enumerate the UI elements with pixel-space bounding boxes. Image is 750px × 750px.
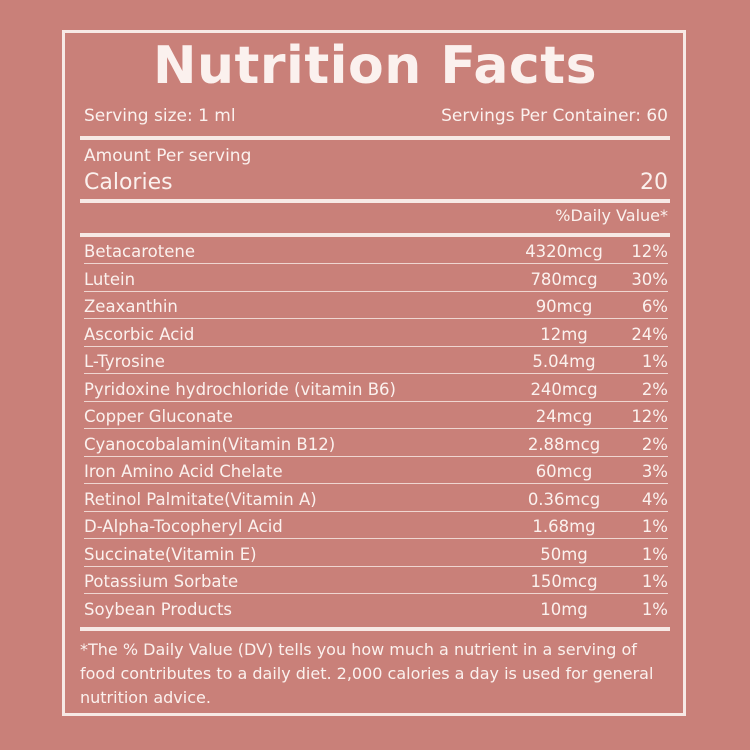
- divider-thick: [80, 136, 670, 140]
- nutrient-row: Pyridoxine hydrochloride (vitamin B6) 240…: [84, 376, 668, 402]
- nutrient-name: Soybean Products: [84, 599, 233, 619]
- row-divider: [84, 565, 668, 567]
- nutrient-daily-value: 1%: [641, 544, 668, 564]
- nutrient-row: Iron Amino Acid Chelate 60mcg 3%: [84, 458, 668, 484]
- nutrient-row: Copper Gluconate 24mcg 12%: [84, 403, 668, 429]
- nutrient-row: Lutein 780mcg 30%: [84, 266, 668, 292]
- footnote: *The % Daily Value (DV) tells you how mu…: [80, 640, 654, 707]
- nutrient-name: Zeaxanthin: [84, 297, 178, 316]
- nutrient-daily-value: 4%: [641, 489, 668, 509]
- nutrient-amount: 780mcg: [530, 269, 598, 289]
- nutrient-amount: 10mg: [540, 599, 588, 619]
- nutrient-name: Ascorbic Acid: [84, 324, 195, 344]
- row-divider: [84, 455, 668, 457]
- page-title: Nutrition Facts: [152, 36, 598, 96]
- nutrient-amount: 24mcg: [535, 407, 593, 426]
- serving-info: Serving size: 1 ml Servings Per Containe…: [84, 106, 668, 126]
- nutrient-daily-value: 3%: [641, 462, 668, 481]
- nutrient-amount: 50mg: [540, 544, 588, 564]
- nutrient-amount: 4320mcg: [525, 242, 603, 261]
- nutrient-row: Ascorbic Acid 12mg 24%: [84, 321, 668, 347]
- nutrient-row: D-Alpha-Tocopheryl Acid 1.68mg 1%: [84, 513, 668, 539]
- row-divider: [84, 345, 668, 347]
- nutrient-daily-value: 1%: [641, 572, 668, 591]
- nutrient-daily-value: 1%: [641, 517, 668, 536]
- row-divider: [84, 593, 668, 594]
- daily-value-header: %Daily Value*: [555, 206, 668, 225]
- row-divider: [84, 483, 668, 484]
- nutrient-amount: 150mcg: [530, 572, 598, 591]
- nutrient-name: Cyanocobalamin(Vitamin B12): [84, 434, 336, 454]
- nutrient-daily-value: 30%: [631, 269, 668, 289]
- nutrient-name: L-Tyrosine: [84, 352, 165, 371]
- nutrient-daily-value: 12%: [631, 407, 668, 426]
- nutrient-amount: 60mcg: [535, 462, 593, 481]
- nutrient-daily-value: 12%: [631, 242, 668, 261]
- nutrient-amount: 0.36mcg: [527, 489, 601, 509]
- nutrient-name: Betacarotene: [84, 242, 195, 261]
- daily-value-header-row: %Daily Value*: [84, 206, 668, 225]
- divider-thick: [80, 233, 670, 237]
- divider-thick: [80, 199, 670, 203]
- nutrient-name: Potassium Sorbate: [84, 572, 239, 591]
- divider-thick: [80, 627, 670, 631]
- nutrient-row: Soybean Products 10mg 1%: [84, 596, 668, 622]
- nutrient-name: Retinol Palmitate(Vitamin A): [84, 489, 317, 509]
- nutrient-daily-value: 2%: [641, 379, 668, 399]
- row-divider: [84, 290, 668, 292]
- nutrient-name: Pyridoxine hydrochloride (vitamin B6): [84, 379, 396, 399]
- nutrient-amount: 1.68mg: [532, 517, 596, 536]
- row-divider: [84, 400, 668, 402]
- nutrient-amount: 12mg: [540, 324, 588, 344]
- row-divider: [84, 510, 668, 512]
- calories-label: Calories: [84, 170, 173, 195]
- nutrient-amount: 90mcg: [535, 297, 593, 316]
- nutrient-row: Potassium Sorbate 150mcg 1%: [84, 568, 668, 594]
- calories-row: Calories 20: [84, 170, 668, 195]
- calories-value: 20: [640, 170, 668, 195]
- amount-per-serving: Amount Per serving: [84, 146, 252, 166]
- row-divider: [84, 318, 668, 319]
- nutrient-amount: 5.04mg: [532, 352, 596, 371]
- nutrient-daily-value: 24%: [631, 324, 668, 344]
- nutrient-row: Cyanocobalamin(Vitamin B12) 2.88mcg 2%: [84, 431, 668, 457]
- nutrient-row: Betacarotene 4320mcg 12%: [84, 238, 668, 264]
- row-divider: [84, 373, 668, 374]
- nutrient-row: Retinol Palmitate(Vitamin A) 0.36mcg 4%: [84, 486, 668, 512]
- nutrient-daily-value: 1%: [641, 599, 668, 619]
- nutrient-name: Lutein: [84, 269, 136, 289]
- nutrition-panel-border: [62, 30, 686, 716]
- nutrient-name: Copper Gluconate: [84, 407, 233, 426]
- nutrient-row: Zeaxanthin 90mcg 6%: [84, 293, 668, 319]
- nutrient-daily-value: 1%: [641, 352, 668, 371]
- row-divider: [84, 538, 668, 539]
- nutrient-name: D-Alpha-Tocopheryl Acid: [84, 517, 283, 536]
- nutrient-row: Succinate(Vitamin E) 50mg 1%: [84, 541, 668, 567]
- nutrient-row: L-Tyrosine 5.04mg 1%: [84, 348, 668, 374]
- nutrient-daily-value: 6%: [641, 297, 668, 316]
- serving-size: Serving size: 1 ml: [84, 106, 236, 126]
- nutrient-daily-value: 2%: [641, 434, 668, 454]
- nutrient-amount: 2.88mcg: [527, 434, 601, 454]
- nutrient-name: Iron Amino Acid Chelate: [84, 462, 283, 481]
- row-divider: [84, 263, 668, 264]
- row-divider: [84, 428, 668, 429]
- servings-per-container: Servings Per Container: 60: [441, 106, 668, 126]
- nutrient-name: Succinate(Vitamin E): [84, 544, 257, 564]
- nutrient-amount: 240mcg: [530, 379, 598, 399]
